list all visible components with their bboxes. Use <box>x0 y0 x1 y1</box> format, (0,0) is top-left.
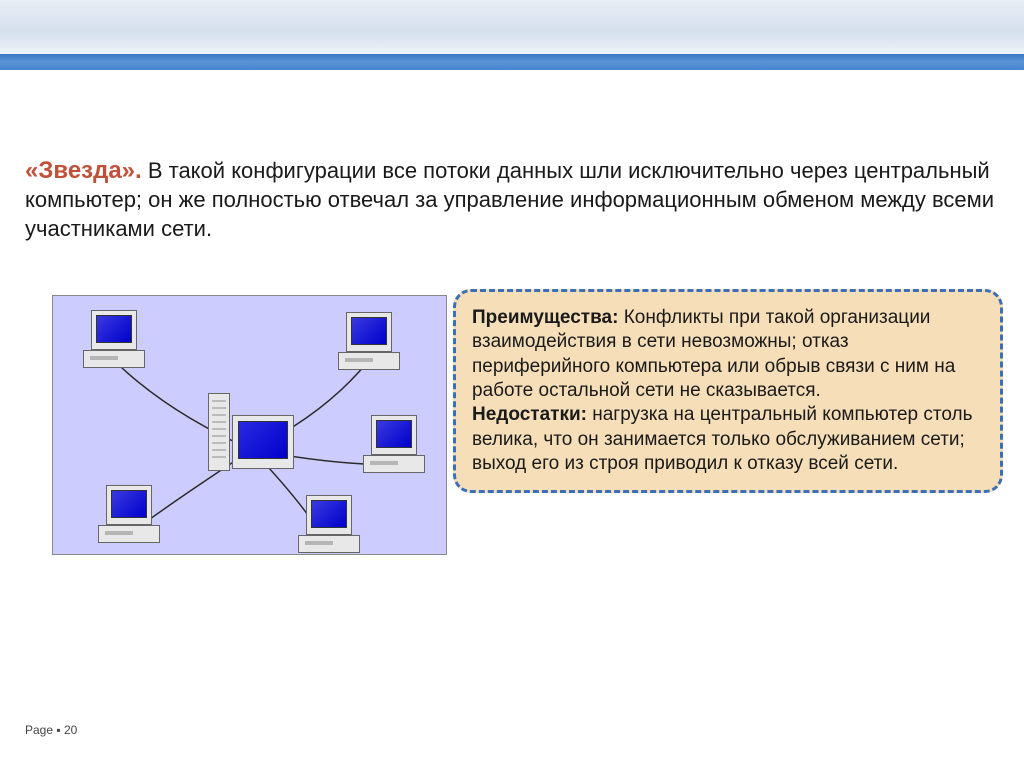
header-stripe <box>0 54 1024 70</box>
peripheral-pc <box>298 491 360 553</box>
peripheral-pc <box>363 411 425 473</box>
peripheral-pc <box>98 481 160 543</box>
title-bold: «Звезда». <box>25 157 142 184</box>
central-server <box>208 391 298 471</box>
main-content: «Звезда». В такой конфигурации все поток… <box>25 155 999 243</box>
info-box: Преимущества: Конфликты при такой органи… <box>453 289 1003 493</box>
peripheral-pc <box>338 308 400 370</box>
peripheral-pc <box>83 306 145 368</box>
title-paragraph: «Звезда». В такой конфигурации все поток… <box>25 155 999 243</box>
page-number: Page ▪ 20 <box>25 723 77 737</box>
diagram-canvas <box>52 295 447 555</box>
title-body: В такой конфигурации все потоки данных ш… <box>25 158 994 241</box>
star-diagram <box>52 295 447 555</box>
advantages-label: Преимущества: <box>472 307 618 328</box>
disadvantages-label: Недостатки: <box>472 404 587 425</box>
